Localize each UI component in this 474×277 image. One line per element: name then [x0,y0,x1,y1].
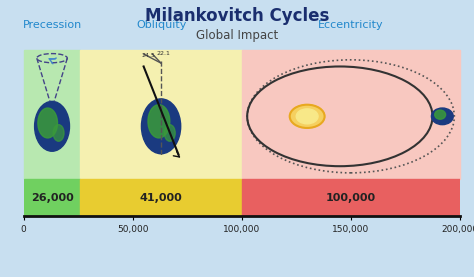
Ellipse shape [290,105,325,128]
Text: Precession: Precession [22,20,82,30]
Ellipse shape [141,99,181,154]
Text: Global Impact: Global Impact [196,29,278,42]
Bar [242,179,460,216]
Ellipse shape [148,105,170,138]
Bar [24,50,81,179]
Ellipse shape [53,125,64,141]
Text: Eccentricity: Eccentricity [318,20,383,30]
Bar [81,50,242,179]
Text: 100,000: 100,000 [326,193,376,203]
Bar [24,179,81,216]
Text: 41,000: 41,000 [140,193,182,203]
Bar [242,50,460,179]
Text: 26,000: 26,000 [31,193,73,203]
Ellipse shape [431,108,453,125]
Ellipse shape [38,108,57,138]
Text: Obliquity: Obliquity [136,20,186,30]
Ellipse shape [35,101,70,151]
Ellipse shape [164,125,175,141]
Bar [81,179,242,216]
Ellipse shape [435,110,446,119]
Text: 24.5: 24.5 [141,53,155,58]
Text: Milankovitch Cycles: Milankovitch Cycles [145,7,329,25]
Ellipse shape [296,109,318,124]
Text: 22.1: 22.1 [157,51,171,56]
